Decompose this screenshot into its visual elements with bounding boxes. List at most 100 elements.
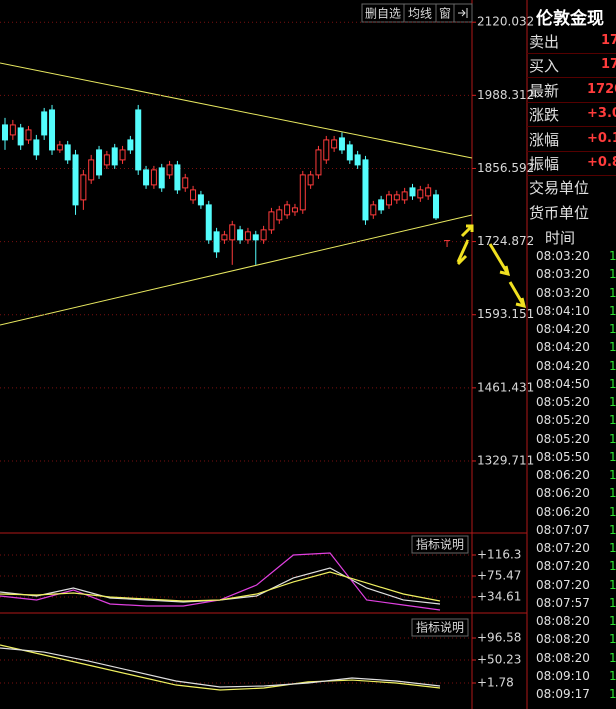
trade-volume: 1 [609, 522, 616, 537]
trade-time: 08:08:20 [536, 632, 590, 647]
quote-label: 买入 [529, 57, 560, 76]
trade-time: 08:09:17 [536, 687, 590, 701]
indicator-button[interactable] [411, 535, 469, 554]
toolbar-label[interactable]: 窗 [439, 7, 451, 21]
candle-body [370, 204, 377, 216]
trade-time: 08:05:50 [536, 449, 590, 464]
trade-volume: 1 [609, 687, 616, 701]
candle-body [111, 147, 118, 166]
trade-time: 08:06:20 [536, 468, 590, 482]
candle-body [331, 139, 338, 149]
trade-volume: 1 [609, 376, 616, 391]
candle-body [9, 124, 16, 136]
trade-time: 08:03:20 [536, 285, 590, 300]
candle-body [17, 127, 24, 146]
trade-volume: 1 [609, 559, 616, 574]
candle-body [80, 174, 87, 201]
marker: T [443, 239, 451, 250]
quote-label: 最新 [529, 81, 560, 100]
quote-value: +0.18 [587, 130, 616, 146]
indicator-line [0, 571, 441, 602]
candle-body [362, 159, 369, 221]
trend-line [0, 214, 473, 326]
indicator-button[interactable] [411, 618, 469, 637]
trade-volume: 1 [609, 322, 616, 336]
indicator-button-label[interactable]: 指标说明 [416, 537, 464, 552]
candle-body [260, 229, 267, 241]
trade-volume: 1 [609, 285, 616, 300]
candle-body [338, 137, 345, 151]
time-header: 时间 [545, 229, 576, 247]
candle-body [299, 174, 306, 211]
candle-body [49, 109, 56, 151]
candle-body [119, 149, 126, 161]
trade-volume: 1 [609, 267, 616, 282]
candle-body [72, 154, 79, 206]
row-divider [527, 53, 616, 54]
trade-time: 08:09:10 [536, 668, 590, 683]
y-tick-label: +34.61 [477, 589, 521, 603]
trade-time: 08:07:57 [536, 595, 590, 610]
y-tick-label: 1593.151 [477, 307, 534, 321]
indicator-button-label[interactable]: 指标说明 [416, 620, 464, 635]
trade-volume: 1 [609, 668, 616, 683]
y-tick-label: 2120.032 [477, 15, 534, 29]
quote-title: 伦敦金现 [536, 9, 604, 29]
y-tick-label: +75.47 [477, 568, 521, 582]
trade-time: 08:07:20 [536, 541, 590, 555]
trade-volume: 1 [609, 504, 616, 519]
row-divider [527, 77, 616, 79]
row-divider [527, 101, 616, 103]
y-tick-label: 1988.312 [477, 88, 534, 102]
trade-volume: 1 [609, 358, 616, 373]
y-tick-label: 1461.431 [477, 380, 534, 394]
candle-body [401, 191, 408, 201]
trade-time: 08:07:20 [536, 577, 590, 592]
quote-label: 卖出 [529, 33, 560, 51]
trade-volume: 1 [609, 650, 616, 665]
toolbar-label[interactable]: 均线 [408, 7, 432, 21]
trade-volume: 1 [609, 449, 616, 464]
y-tick-label: +1.78 [477, 675, 514, 689]
trade-time: 08:04:50 [536, 376, 590, 391]
candle-body [229, 224, 236, 241]
candle-body [103, 154, 110, 166]
row-divider [527, 126, 616, 128]
collapse-icon [458, 8, 468, 18]
y-tick-label: +50.23 [477, 652, 521, 666]
candle-body [41, 111, 48, 136]
trade-volume: 1 [609, 249, 616, 263]
candle-body [25, 129, 32, 141]
candle-body [64, 144, 71, 161]
trade-time: 08:04:20 [536, 358, 590, 373]
candle-body [237, 229, 244, 241]
candle-body [393, 194, 400, 201]
trade-volume: 1 [609, 303, 616, 318]
trade-volume: 1 [609, 468, 616, 482]
trade-time: 08:04:20 [536, 340, 590, 355]
candle-body [127, 139, 134, 151]
candle-body [96, 149, 103, 176]
toolbar-label[interactable]: 删自选 [365, 7, 401, 21]
candle-body [56, 144, 63, 151]
trade-time: 08:07:20 [536, 559, 590, 574]
candle-body [276, 209, 283, 221]
quote-label: 货币单位 [529, 203, 590, 222]
trade-volume: 1 [609, 340, 616, 355]
trade-time: 08:05:20 [536, 431, 590, 446]
trade-volume: 1 [609, 413, 616, 428]
y-tick-label: +96.58 [477, 630, 521, 644]
trade-volume: 1 [609, 431, 616, 446]
quote-value: 17 [601, 57, 616, 73]
candle-body [221, 234, 228, 241]
candle-body [143, 169, 150, 186]
candle-body [33, 139, 40, 156]
candle-body [417, 189, 424, 199]
trade-time: 08:08:20 [536, 650, 590, 665]
candle-body [378, 199, 385, 211]
trade-volume: 1 [609, 614, 616, 628]
candle-body [385, 194, 392, 206]
quote-label: 振幅 [529, 155, 560, 173]
trade-volume: 1 [609, 632, 616, 647]
